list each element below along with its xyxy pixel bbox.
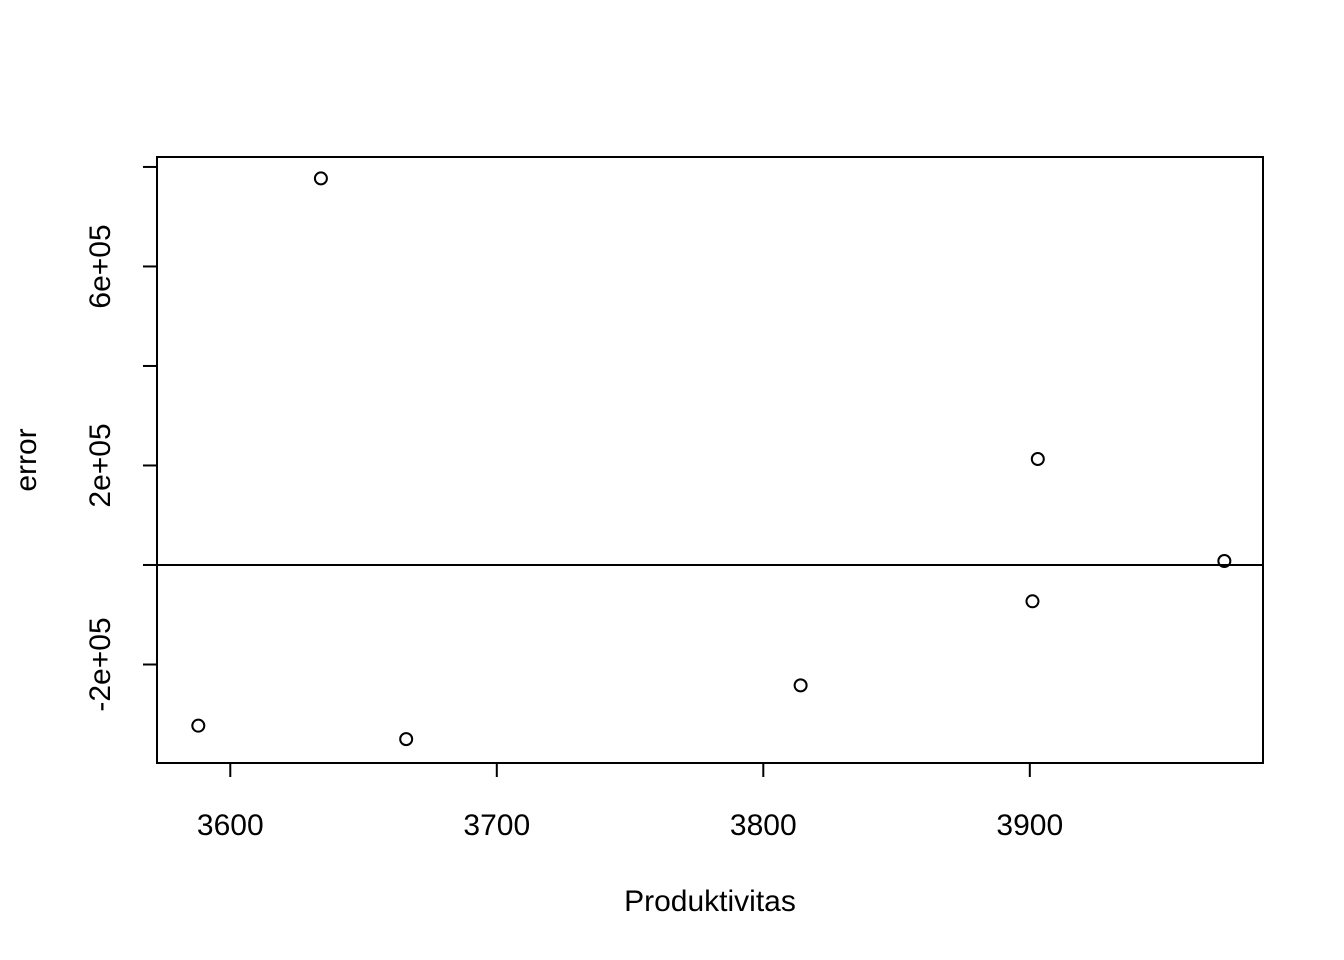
- x-tick-label: 3900: [996, 809, 1063, 842]
- x-tick-label: 3700: [463, 809, 530, 842]
- x-axis: 3600 3700 3800 3900: [197, 763, 1063, 842]
- y-tick-label: 2e+05: [84, 423, 117, 507]
- plot-frame: [156, 156, 1264, 764]
- data-point: [793, 678, 808, 693]
- x-tick-label: 3600: [197, 809, 264, 842]
- data-points: [191, 171, 1232, 747]
- y-axis: -2e+05 2e+05 6e+05: [84, 165, 157, 712]
- data-point: [399, 732, 414, 747]
- y-tick-label: -2e+05: [84, 617, 117, 711]
- data-point: [313, 171, 328, 186]
- data-point: [1030, 452, 1045, 467]
- x-axis-label: Produktivitas: [624, 885, 796, 918]
- data-point: [1217, 554, 1232, 568]
- x-tick-label: 3800: [730, 809, 797, 842]
- y-axis-label: error: [10, 428, 43, 491]
- data-point: [1025, 594, 1040, 609]
- y-tick-label: 6e+05: [84, 224, 117, 308]
- data-point: [191, 718, 206, 733]
